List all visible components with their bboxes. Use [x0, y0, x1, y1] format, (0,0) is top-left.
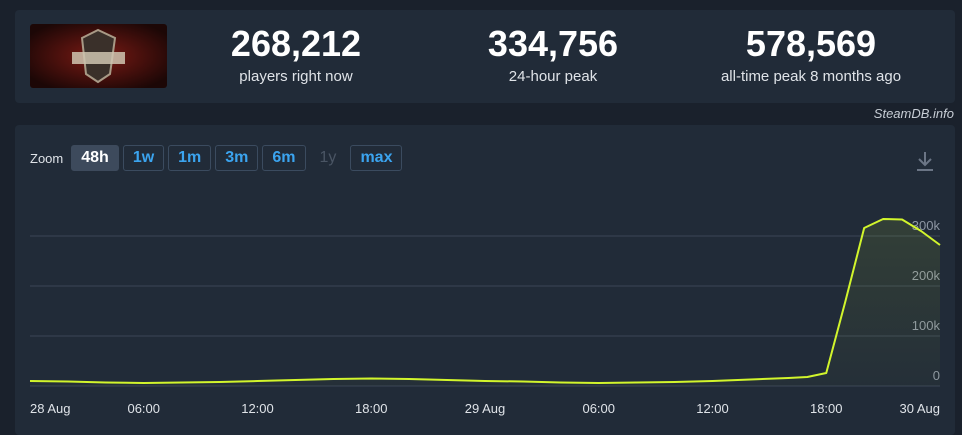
x-tick-label: 18:00: [810, 401, 843, 416]
x-tick-label: 28 Aug: [30, 401, 71, 416]
stat-value: 578,569: [745, 23, 877, 64]
x-tick-label: 29 Aug: [465, 401, 506, 416]
zoom-button[interactable]: 6m: [262, 145, 306, 171]
zoom-bar: Zoom 48h 1w 1m 3m 6m 1y max: [30, 145, 403, 171]
line: [29, 218, 941, 384]
download-button[interactable]: [914, 150, 936, 172]
zoom-button: 1y: [319, 149, 337, 166]
zoom-button[interactable]: max: [350, 145, 403, 171]
zoom-button[interactable]: 48h: [71, 145, 119, 171]
stat-label: all-time peak 8 months ago: [720, 68, 902, 85]
x-tick-label: 12:00: [696, 401, 729, 416]
stat-label: 24-hour peak: [508, 68, 598, 85]
zoom-button[interactable]: 1w: [122, 145, 165, 171]
stat: 334,756 24-hour peak: [433, 23, 673, 86]
stats-panel: [15, 10, 955, 103]
game-logo: [30, 24, 167, 88]
stat: 268,212 players right now: [176, 23, 416, 86]
x-tick-label: 30 Aug: [900, 401, 941, 416]
stat-value: 334,756: [487, 23, 619, 64]
zoom-button[interactable]: 1m: [168, 145, 212, 171]
x-tick-label: 18:00: [355, 401, 388, 416]
zoom-button[interactable]: 3m: [215, 145, 259, 171]
area: [30, 219, 940, 386]
x-tick-label: 06:00: [582, 401, 615, 416]
stat: 578,569 all-time peak 8 months ago: [691, 23, 931, 86]
source-link[interactable]: SteamDB.info: [873, 106, 954, 121]
x-tick-label: 12:00: [241, 401, 274, 416]
zoom-label: Zoom: [30, 150, 64, 166]
x-tick-label: 06:00: [127, 401, 160, 416]
stat-value: 268,212: [230, 23, 362, 64]
stat-label: players right now: [239, 68, 353, 85]
